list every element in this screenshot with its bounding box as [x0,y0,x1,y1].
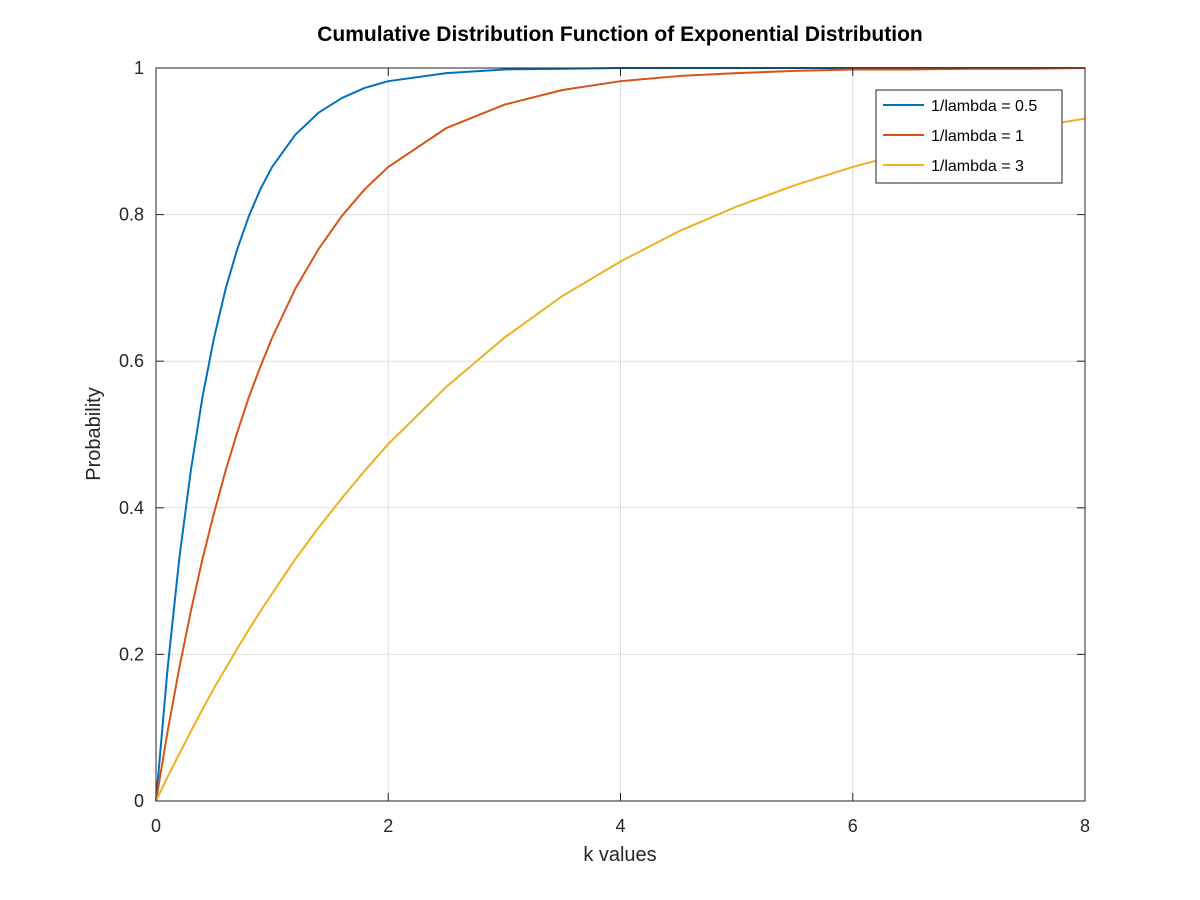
y-tick-label: 0.8 [119,205,144,225]
y-axis-label: Probability [83,387,105,480]
chart-title: Cumulative Distribution Function of Expo… [317,23,922,46]
y-tick-label: 1 [134,58,144,78]
series-line-3 [155,117,1086,802]
y-tick-label: 0.2 [119,644,144,664]
y-tick-label: 0.4 [119,498,144,518]
legend: 1/lambda = 0.5 1/lambda = 1 1/lambda = 3 [875,89,1063,184]
x-tick-label: 0 [151,816,161,836]
x-tick-label: 4 [615,816,625,836]
legend-label-2: 1/lambda = 1 [931,128,1024,145]
legend-label-3: 1/lambda = 3 [931,158,1024,175]
x-tick-label: 6 [848,816,858,836]
y-tick-label: 0 [134,791,144,811]
series-line-2 [155,67,1086,802]
x-axis-label: k values [583,844,656,866]
x-tick-label: 8 [1080,816,1090,836]
x-tick-label: 2 [383,816,393,836]
axis-ticks: 0 2 4 6 8 0 0.2 0.4 0.6 0.8 1 [119,58,1090,836]
grid [156,68,1085,801]
legend-label-1: 1/lambda = 0.5 [931,98,1037,115]
y-tick-label: 0.6 [119,351,144,371]
